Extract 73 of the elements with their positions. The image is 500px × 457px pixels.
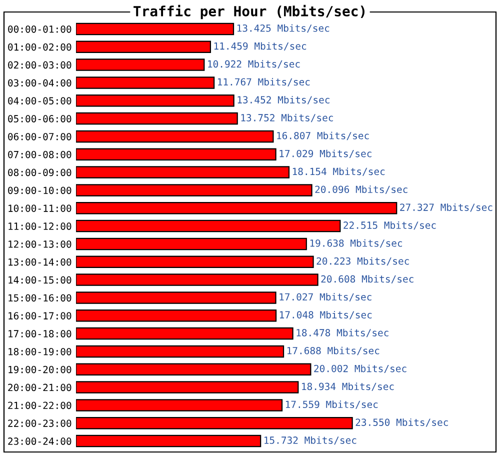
data-label: 17.027 Mbits/sec bbox=[280, 293, 372, 302]
bar bbox=[76, 22, 234, 36]
bar bbox=[76, 238, 307, 250]
data-label: 27.327 Mbits/sec bbox=[400, 203, 492, 212]
bar bbox=[76, 399, 283, 412]
y-tick-label: 14:00-15:00 bbox=[8, 276, 72, 284]
y-tick-label: 10:00-11:00 bbox=[8, 204, 72, 212]
bar bbox=[76, 94, 234, 107]
bar bbox=[76, 166, 290, 178]
data-label: 20.096 Mbits/sec bbox=[315, 186, 408, 194]
bar bbox=[76, 434, 262, 448]
bar bbox=[76, 76, 215, 89]
y-tick-label: 15:00-16:00 bbox=[8, 294, 72, 302]
data-label: 13.452 Mbits/sec bbox=[238, 96, 330, 104]
y-tick-label: 00:00-01:00 bbox=[8, 25, 72, 33]
bar bbox=[76, 381, 299, 394]
y-tick-label: 05:00-06:00 bbox=[8, 115, 72, 122]
data-label: 13.425 Mbits/sec bbox=[237, 24, 330, 33]
y-tick-label: 09:00-10:00 bbox=[8, 186, 72, 194]
data-label: 20.002 Mbits/sec bbox=[314, 364, 406, 373]
bar bbox=[76, 202, 398, 214]
y-tick-label: 03:00-04:00 bbox=[8, 79, 72, 87]
bar bbox=[76, 184, 312, 196]
bar bbox=[76, 327, 294, 340]
data-label: 16.807 Mbits/sec bbox=[277, 132, 369, 140]
bar bbox=[76, 58, 205, 71]
y-tick-label: 02:00-03:00 bbox=[8, 61, 72, 69]
bar bbox=[76, 292, 276, 304]
data-label: 17.029 Mbits/sec bbox=[280, 150, 372, 158]
data-label: 13.752 Mbits/sec bbox=[241, 114, 333, 122]
y-tick-label: 06:00-07:00 bbox=[8, 132, 72, 140]
y-tick-label: 19:00-20:00 bbox=[8, 366, 72, 374]
bar bbox=[76, 274, 318, 286]
bar bbox=[76, 256, 314, 268]
data-label: 22.515 Mbits/sec bbox=[344, 221, 436, 230]
data-label: 11.767 Mbits/sec bbox=[218, 78, 310, 86]
bar bbox=[76, 130, 274, 143]
bar bbox=[76, 417, 353, 430]
y-tick-label: 20:00-21:00 bbox=[8, 384, 72, 392]
data-label: 18.934 Mbits/sec bbox=[302, 382, 394, 391]
data-label: 17.559 Mbits/sec bbox=[286, 400, 378, 409]
y-tick-label: 11:00-12:00 bbox=[8, 222, 72, 230]
y-tick-label: 08:00-09:00 bbox=[8, 168, 72, 176]
data-label: 11.459 Mbits/sec bbox=[214, 42, 306, 50]
bar bbox=[76, 310, 277, 322]
data-label: 18.478 Mbits/sec bbox=[296, 328, 388, 338]
bar bbox=[76, 148, 276, 160]
y-tick-label: 22:00-23:00 bbox=[8, 420, 72, 427]
bar bbox=[76, 220, 341, 232]
data-label: 20.608 Mbits/sec bbox=[321, 275, 414, 284]
y-tick-label: 01:00-02:00 bbox=[8, 43, 72, 51]
bar bbox=[76, 345, 284, 358]
data-label: 15.732 Mbits/sec bbox=[264, 436, 356, 445]
data-label: 23.550 Mbits/sec bbox=[356, 418, 448, 427]
y-tick-label: 13:00-14:00 bbox=[8, 258, 72, 266]
bar bbox=[76, 363, 312, 376]
data-label: 10.922 Mbits/sec bbox=[208, 60, 300, 68]
data-label: 17.688 Mbits/sec bbox=[287, 346, 380, 356]
y-tick-label: 04:00-05:00 bbox=[8, 97, 72, 104]
data-label: 18.154 Mbits/sec bbox=[292, 168, 385, 176]
y-tick-label: 18:00-19:00 bbox=[8, 348, 72, 356]
y-tick-label: 12:00-13:00 bbox=[8, 240, 72, 248]
chart-title: Traffic per Hour (Mbits/sec) bbox=[134, 4, 364, 20]
y-tick-label: 23:00-24:00 bbox=[8, 438, 72, 445]
data-label: 17.048 Mbits/sec bbox=[280, 310, 372, 320]
data-label: 20.223 Mbits/sec bbox=[316, 257, 409, 266]
y-tick-label: 21:00-22:00 bbox=[8, 402, 72, 410]
data-label: 19.638 Mbits/sec bbox=[310, 239, 402, 248]
y-tick-label: 07:00-08:00 bbox=[8, 150, 72, 158]
bar bbox=[76, 112, 238, 125]
y-tick-label: 17:00-18:00 bbox=[8, 330, 72, 338]
y-tick-label: 16:00-17:00 bbox=[8, 312, 72, 320]
bar bbox=[76, 40, 211, 53]
